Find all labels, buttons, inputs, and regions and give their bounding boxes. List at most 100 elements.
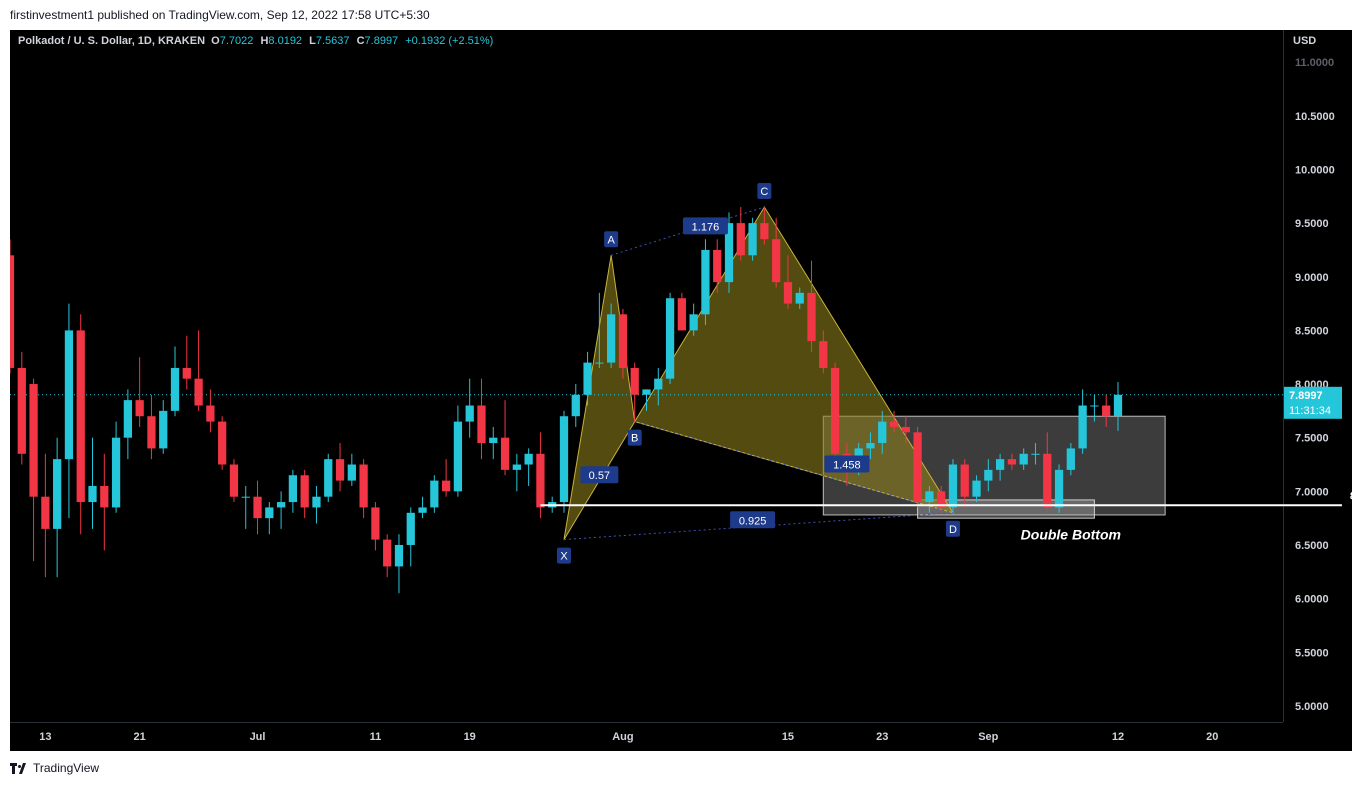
candle-body xyxy=(760,223,769,240)
symbol-title: Polkadot / U. S. Dollar, 1D, KRAKEN xyxy=(18,35,206,47)
pattern-point-text: C xyxy=(760,186,768,198)
candle-body xyxy=(489,437,498,444)
candle xyxy=(477,378,486,460)
pattern-point-text: X xyxy=(560,551,568,563)
ratio-label-bg xyxy=(682,217,728,235)
y-tick-label: 9.5000 xyxy=(1295,218,1329,230)
candle-body xyxy=(512,464,521,470)
candle xyxy=(218,416,227,470)
candle xyxy=(418,496,427,519)
candle-body xyxy=(960,464,969,497)
high-label: H xyxy=(260,35,269,47)
candle xyxy=(795,287,804,309)
last-price-value: 7.8997 xyxy=(1289,390,1323,402)
candle-body xyxy=(972,480,981,497)
candle xyxy=(1031,443,1040,465)
candle-body xyxy=(713,249,722,283)
pattern-point-bg xyxy=(945,520,960,537)
candle-body xyxy=(453,421,463,492)
candle-body xyxy=(383,539,392,567)
candle-body xyxy=(830,367,840,454)
candle xyxy=(524,448,533,486)
y-tick-label: 6.0000 xyxy=(1295,594,1329,606)
last-price-countdown: 11:31:34 xyxy=(1289,405,1331,417)
candle-body xyxy=(394,544,404,567)
candle-body xyxy=(736,223,745,256)
pattern-point-text: A xyxy=(607,234,615,246)
candle-body xyxy=(324,459,333,497)
candle xyxy=(406,507,415,567)
x-tick-label: 20 xyxy=(1206,731,1218,743)
candle-body xyxy=(123,400,132,438)
candle xyxy=(937,485,946,513)
candle xyxy=(948,459,958,513)
candle xyxy=(571,384,580,427)
candle xyxy=(866,432,875,460)
candle-body xyxy=(783,282,793,304)
low-value: 7.5637 xyxy=(315,35,350,47)
candle xyxy=(913,426,922,508)
candle-body xyxy=(559,416,569,503)
candle xyxy=(595,292,604,368)
candle-body xyxy=(618,314,628,368)
candle xyxy=(819,330,828,374)
tradingview-logo[interactable]: TradingView xyxy=(10,761,99,775)
candle xyxy=(265,502,274,535)
chart-frame[interactable]: Polkadot / U. S. Dollar, 1D, KRAKEN O7.7… xyxy=(10,30,1352,751)
low-label: L xyxy=(309,35,316,47)
candle-body xyxy=(477,405,486,444)
candle-body xyxy=(300,475,309,508)
candle xyxy=(29,378,38,562)
candle xyxy=(300,469,309,519)
ratio-label: 0.925 xyxy=(730,511,776,529)
pattern-bd-line xyxy=(634,421,954,514)
x-tick-label: Aug xyxy=(612,731,633,743)
price-chart[interactable]: USD 11.0000 10.5000 10.0000 9.5000 9.0000 8.50… xyxy=(10,30,1352,751)
candle xyxy=(772,217,781,288)
x-tick-label: 12 xyxy=(1112,731,1124,743)
x-tick-label: 23 xyxy=(876,731,888,743)
y-tick-label: 7.5000 xyxy=(1295,433,1329,445)
candle xyxy=(1090,394,1099,422)
close-value: 7.8997 xyxy=(364,35,399,47)
candle xyxy=(1066,443,1075,476)
y-tick-label: 5.5000 xyxy=(1295,647,1329,659)
candle xyxy=(783,255,793,309)
fib-level-label: 88.60% xyxy=(1350,490,1352,502)
candle xyxy=(677,292,686,331)
candle xyxy=(53,437,62,578)
candle-body xyxy=(76,330,85,503)
published-bar: firstinvestment1 published on TradingVie… xyxy=(0,0,1362,30)
candle-body xyxy=(724,223,734,283)
candle xyxy=(147,394,156,460)
candle-body xyxy=(665,298,675,379)
candle xyxy=(489,426,498,460)
ratio-label-bg xyxy=(730,511,776,529)
candle xyxy=(889,410,899,433)
candle-body xyxy=(654,378,663,390)
ratio-label-text: 1.176 xyxy=(692,221,720,233)
candle xyxy=(665,292,675,385)
candle xyxy=(17,351,26,465)
pattern-point-text: D xyxy=(949,524,957,536)
candle-body xyxy=(335,459,345,481)
candle xyxy=(583,351,592,406)
candle xyxy=(618,308,628,379)
candle xyxy=(88,437,97,529)
candle xyxy=(689,303,698,336)
candle-body xyxy=(41,496,50,529)
candle-body xyxy=(1007,459,1017,465)
candle-body xyxy=(795,292,804,304)
candle-body xyxy=(441,480,451,492)
y-tick-label: 8.5000 xyxy=(1295,325,1329,337)
pattern-point-bg xyxy=(604,231,619,248)
candle-body xyxy=(583,362,592,395)
candle xyxy=(64,303,74,519)
candle-body xyxy=(229,464,239,497)
candle xyxy=(229,459,239,503)
candle-body xyxy=(536,453,545,508)
ratio-label-text: 0.925 xyxy=(739,515,767,527)
candle-body xyxy=(984,469,993,481)
candle-body xyxy=(701,249,710,315)
candle-body xyxy=(500,437,510,470)
